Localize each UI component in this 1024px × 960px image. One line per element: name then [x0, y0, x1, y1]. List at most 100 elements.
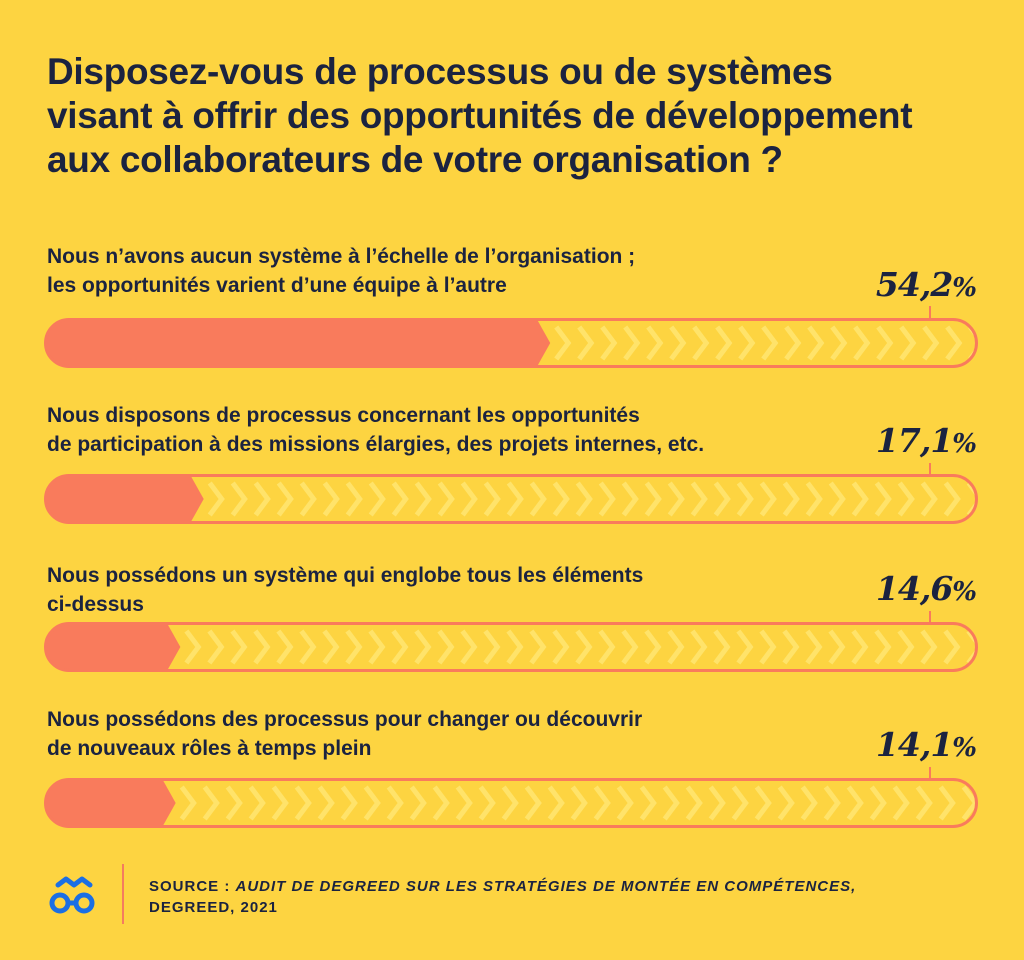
bar-chevron-1-7 — [692, 325, 710, 361]
bar-fill-2 — [45, 475, 204, 523]
bar-chevron-4-22 — [662, 785, 680, 821]
value-tick-3 — [929, 611, 931, 625]
bar-chevron-4-30 — [846, 785, 864, 821]
bar-chevron-2-21 — [667, 481, 685, 517]
bar-chevron-4-12 — [432, 785, 450, 821]
bar-chevron-2-2 — [230, 481, 248, 517]
bar-chevron-4-8 — [340, 785, 358, 821]
bar-chevron-3-20 — [621, 629, 639, 665]
source-note: SOURCE : AUDIT DE DEGREED SUR LES STRATÉ… — [149, 878, 857, 916]
value-label-1: 54,2% — [875, 265, 977, 304]
bar-chevron-2-18 — [598, 481, 616, 517]
bar-chevron-4-10 — [386, 785, 404, 821]
bar-chevron-3-13 — [460, 629, 478, 665]
bar-outline-4 — [44, 778, 978, 828]
bar-outline-1 — [44, 318, 978, 368]
bar-fill-3 — [45, 623, 181, 671]
bar-chevron-4-25 — [731, 785, 749, 821]
bar-chevron-4-27 — [777, 785, 795, 821]
bar-chevron-1-4 — [623, 325, 641, 361]
bar-chevron-2-15 — [529, 481, 547, 517]
bar-chevron-2-7 — [345, 481, 363, 517]
bar-chevron-3-10 — [391, 629, 409, 665]
value-tick-2 — [929, 463, 931, 477]
bar-chevron-4-33 — [915, 785, 933, 821]
bar-chevron-4-34 — [938, 785, 956, 821]
bar-chevron-3-30 — [851, 629, 869, 665]
bar-chevron-1-2 — [577, 325, 595, 361]
bar-chevron-3-12 — [437, 629, 455, 665]
bar-chevron-2-9 — [391, 481, 409, 517]
bar-outline-3 — [44, 622, 978, 672]
value-label-3: 14,6% — [875, 569, 977, 608]
bar-chevron-4-18 — [570, 785, 588, 821]
bar-chevron-1-20 — [993, 327, 1005, 359]
bar-chevron-4-28 — [800, 785, 818, 821]
bar-chevron-2-17 — [575, 481, 593, 517]
bar-chevron-3-19 — [598, 629, 616, 665]
bar-chevron-3-22 — [667, 629, 685, 665]
bar-chevron-3-2 — [207, 629, 225, 665]
bar-chevron-3-14 — [483, 629, 501, 665]
bar-chevron-1-12 — [807, 325, 825, 361]
bar-chevron-3-33 — [920, 629, 938, 665]
bar-chevron-4-15 — [501, 785, 519, 821]
bar-chevron-4-4 — [248, 785, 266, 821]
bar-chevron-2-3 — [253, 481, 271, 517]
bar-chevron-3-16 — [529, 629, 547, 665]
bar-chevron-3-8 — [345, 629, 363, 665]
bar-chevron-3-34 — [943, 629, 961, 665]
bar-chevron-3-4 — [253, 629, 271, 665]
bar-chevron-3-7 — [322, 629, 340, 665]
bar-chevron-1-10 — [761, 325, 779, 361]
bar-chevron-4-32 — [892, 785, 910, 821]
bar-chevron-1-8 — [715, 325, 733, 361]
bar-chevron-4-23 — [685, 785, 703, 821]
value-label-4: 14,1% — [875, 725, 977, 764]
bar-chevron-2-4 — [276, 481, 294, 517]
bar-chevron-4-36 — [987, 787, 999, 819]
bar-chevron-3-36 — [991, 631, 1003, 663]
bar-chevron-1-15 — [876, 325, 894, 361]
bar-chevron-1-18 — [945, 325, 963, 361]
bar-chevron-2-33 — [943, 481, 961, 517]
value-tick-1 — [929, 306, 931, 320]
bar-chevron-4-19 — [593, 785, 611, 821]
bar-chevron-3-18 — [575, 629, 593, 665]
bar-track-2 — [44, 474, 978, 524]
bar-chevron-4-9 — [363, 785, 381, 821]
bar-chevron-3-21 — [644, 629, 662, 665]
bar-chevron-2-16 — [552, 481, 570, 517]
bar-chevron-3-32 — [897, 629, 915, 665]
bar-outline-2 — [44, 474, 978, 524]
bar-chevron-2-20 — [644, 481, 662, 517]
degreed-glasses-icon — [49, 876, 95, 914]
bar-chevron-3-28 — [805, 629, 823, 665]
bar-chevron-4-14 — [478, 785, 496, 821]
bar-chevron-3-29 — [828, 629, 846, 665]
bar-chevron-4-29 — [823, 785, 841, 821]
bar-chevron-2-19 — [621, 481, 639, 517]
chart-title: Disposez-vous de processus ou de système… — [47, 51, 913, 180]
bar-chevron-3-23 — [690, 629, 708, 665]
bar-chevron-2-32 — [920, 481, 938, 517]
value-tick-4 — [929, 767, 931, 781]
bar-chevron-1-3 — [600, 325, 618, 361]
bar-track-4 — [44, 778, 978, 828]
bar-chevron-2-10 — [414, 481, 432, 517]
footer-divider — [122, 864, 124, 924]
bar-chevron-1-17 — [922, 325, 940, 361]
bar-chevron-1-16 — [899, 325, 917, 361]
bar-chevron-4-16 — [524, 785, 542, 821]
bar-chevron-2-25 — [759, 481, 777, 517]
bar-fill-1 — [45, 319, 551, 367]
bar-chevron-2-35 — [992, 483, 1004, 515]
bar-chevron-3-15 — [506, 629, 524, 665]
bar-chevron-1-6 — [669, 325, 687, 361]
bar-chevron-3-31 — [874, 629, 892, 665]
bar-chevron-4-20 — [616, 785, 634, 821]
bar-chevron-2-27 — [805, 481, 823, 517]
bar-chevron-1-14 — [853, 325, 871, 361]
bar-chevron-4-21 — [639, 785, 657, 821]
bar-chevron-2-12 — [460, 481, 478, 517]
